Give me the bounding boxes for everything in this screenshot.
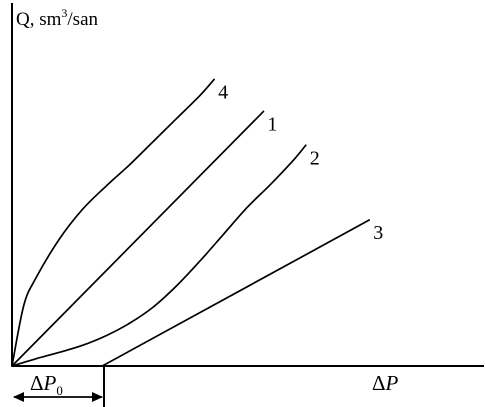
threshold-label-subscript: 0	[56, 383, 63, 398]
threshold-marker: ΔP0	[13, 366, 105, 407]
curve-label-4: 4	[218, 81, 228, 103]
threshold-label-p: P	[43, 371, 57, 395]
curve-label-3: 3	[373, 222, 383, 244]
threshold-arrowhead-left	[13, 392, 24, 402]
threshold-arrowhead-right	[92, 392, 103, 402]
curve-3	[101, 219, 371, 367]
curve-1	[11, 110, 265, 367]
threshold-label: ΔP0	[30, 371, 63, 398]
y-axis-label: Q, sm3/san	[16, 6, 99, 30]
y-axis-label-unit: /san	[67, 9, 98, 30]
y-axis-label-main: Q, sm	[16, 9, 62, 30]
series-layer: 1 2 3 4	[11, 78, 383, 367]
y-axis-label-superscript: 3	[61, 6, 67, 20]
curve-4	[11, 78, 215, 367]
x-axis-label-p: P	[385, 371, 399, 395]
curve-label-2: 2	[310, 147, 320, 169]
x-axis-label-delta: Δ	[372, 371, 386, 395]
x-axis-label: ΔP	[372, 371, 399, 395]
curve-label-1: 1	[267, 114, 277, 136]
threshold-label-delta: Δ	[30, 371, 44, 395]
curve-2	[11, 144, 307, 367]
